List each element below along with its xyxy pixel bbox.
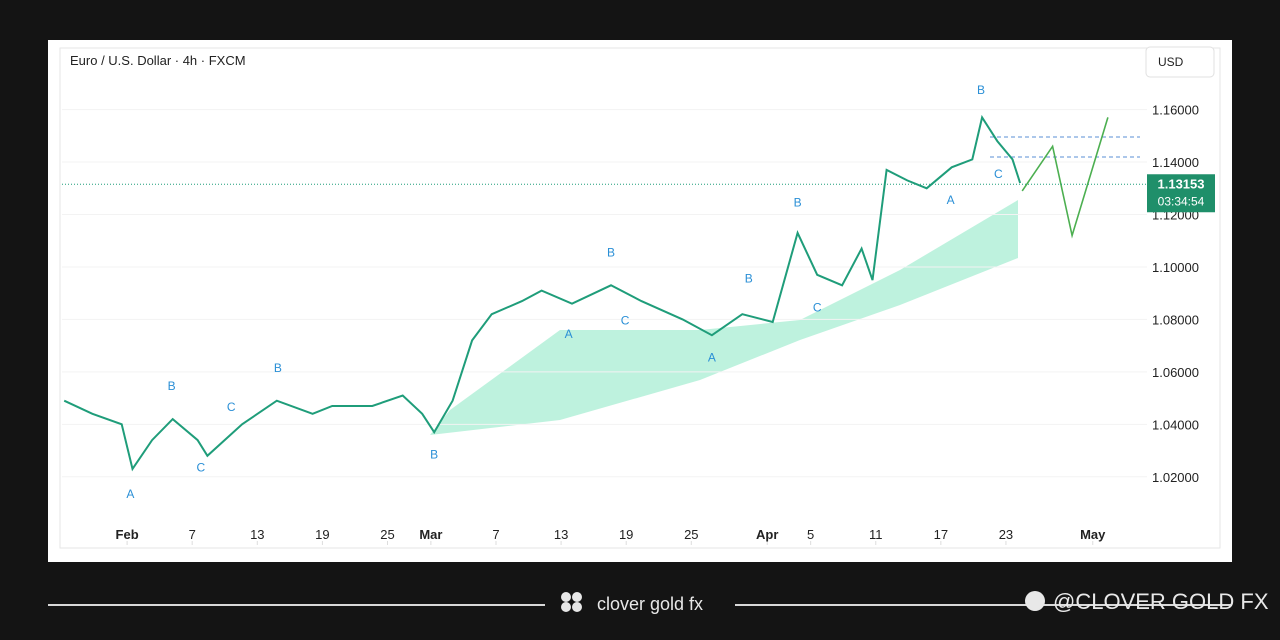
plot-frame — [59, 47, 1221, 549]
wave-label: C — [994, 167, 1003, 181]
y-tick-label: 1.04000 — [1152, 417, 1199, 432]
wave-label: C — [813, 301, 822, 315]
wave-label: A — [708, 350, 716, 364]
wave-label: A — [947, 193, 955, 207]
x-tick-label: 7 — [189, 527, 196, 542]
wave-label: B — [607, 245, 615, 259]
wave-label: C — [197, 461, 206, 475]
wave-label: C — [227, 400, 236, 414]
wave-label: C — [621, 314, 630, 328]
x-tick-label: 13 — [250, 527, 264, 542]
y-tick-label: 1.16000 — [1152, 103, 1199, 118]
x-tick-label: Mar — [419, 527, 442, 542]
x-tick-label: 23 — [999, 527, 1013, 542]
chart-title: Euro / U.S. Dollar · 4h · FXCM — [70, 53, 246, 68]
x-tick-label: 19 — [619, 527, 633, 542]
wave-label: B — [745, 272, 753, 286]
y-tick-label: 1.10000 — [1152, 260, 1199, 275]
y-tick-label: 1.14000 — [1152, 155, 1199, 170]
y-tick-label: 1.06000 — [1152, 365, 1199, 380]
x-tick-label: Feb — [116, 527, 139, 542]
x-tick-label: 25 — [380, 527, 394, 542]
price-line — [1021, 117, 1109, 239]
last-price-badge — [1147, 174, 1215, 213]
facebook-icon — [1025, 591, 1045, 611]
wave-label: B — [430, 447, 438, 461]
y-tick-label: 1.02000 — [1152, 470, 1199, 485]
clover-icon — [561, 592, 582, 612]
x-tick-label: 25 — [684, 527, 698, 542]
x-tick-label: Apr — [756, 527, 778, 542]
x-tick-label: 17 — [934, 527, 948, 542]
price-line — [63, 114, 1022, 472]
wave-label: B — [168, 379, 176, 393]
x-tick-label: 19 — [315, 527, 329, 542]
wave-label: A — [126, 487, 134, 501]
wave-label: B — [977, 83, 985, 97]
last-price-label: 1.13153 — [1158, 176, 1205, 191]
currency-label: USD — [1158, 55, 1184, 69]
y-tick-label: 1.08000 — [1152, 312, 1199, 327]
footer-handle: @CLOVER GOLD FX — [1053, 589, 1269, 614]
x-tick-label: 13 — [554, 527, 568, 542]
indicator-cloud — [430, 200, 1018, 435]
x-tick-label: 11 — [869, 527, 883, 542]
wave-label: B — [274, 361, 282, 375]
footer-brand: clover gold fx — [597, 594, 703, 614]
x-tick-label: 5 — [807, 527, 814, 542]
x-tick-label: May — [1080, 527, 1106, 542]
x-tick-label: 7 — [492, 527, 499, 542]
wave-label: B — [794, 196, 802, 210]
currency-button[interactable] — [1145, 46, 1215, 78]
wave-label: A — [565, 327, 573, 341]
countdown-label: 03:34:54 — [1158, 194, 1205, 208]
